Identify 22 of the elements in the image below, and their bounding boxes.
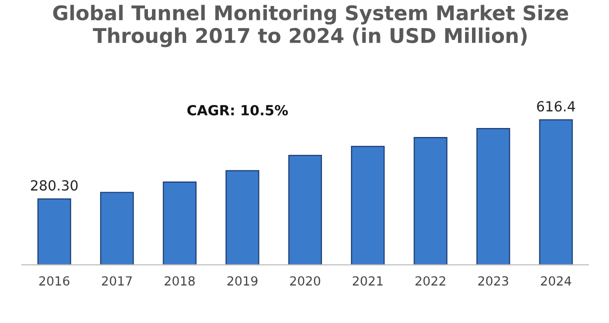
- bar: [414, 136, 448, 265]
- text: CAGR: 10.5%: [187, 104, 288, 116]
- x-tick-label: 2019: [227, 276, 258, 286]
- x-tick-label: 2018: [164, 276, 195, 286]
- data-label: 616.4: [537, 101, 576, 112]
- bar: [162, 181, 197, 265]
- chart-title: Global Tunnel Monitoring System Market Size Through 2017 to 2024 (in USD Million): [53, 4, 568, 48]
- x-tick-label: 2020: [290, 276, 320, 286]
- bar: [288, 154, 322, 265]
- x-tick-label: 2023: [478, 276, 508, 286]
- bar: [476, 128, 510, 265]
- bar: [350, 146, 385, 265]
- bar: [539, 119, 573, 265]
- x-tick-label: 2016: [39, 276, 70, 286]
- x-tick-label: 2022: [416, 276, 446, 286]
- x-tick-label: 2017: [102, 276, 132, 286]
- x-tick-label: 2024: [540, 276, 572, 286]
- bar: [100, 192, 134, 265]
- x-tick-label: 2021: [352, 276, 383, 286]
- bar: [226, 170, 260, 265]
- data-label: 280.30: [30, 180, 78, 191]
- bar: [37, 198, 72, 265]
